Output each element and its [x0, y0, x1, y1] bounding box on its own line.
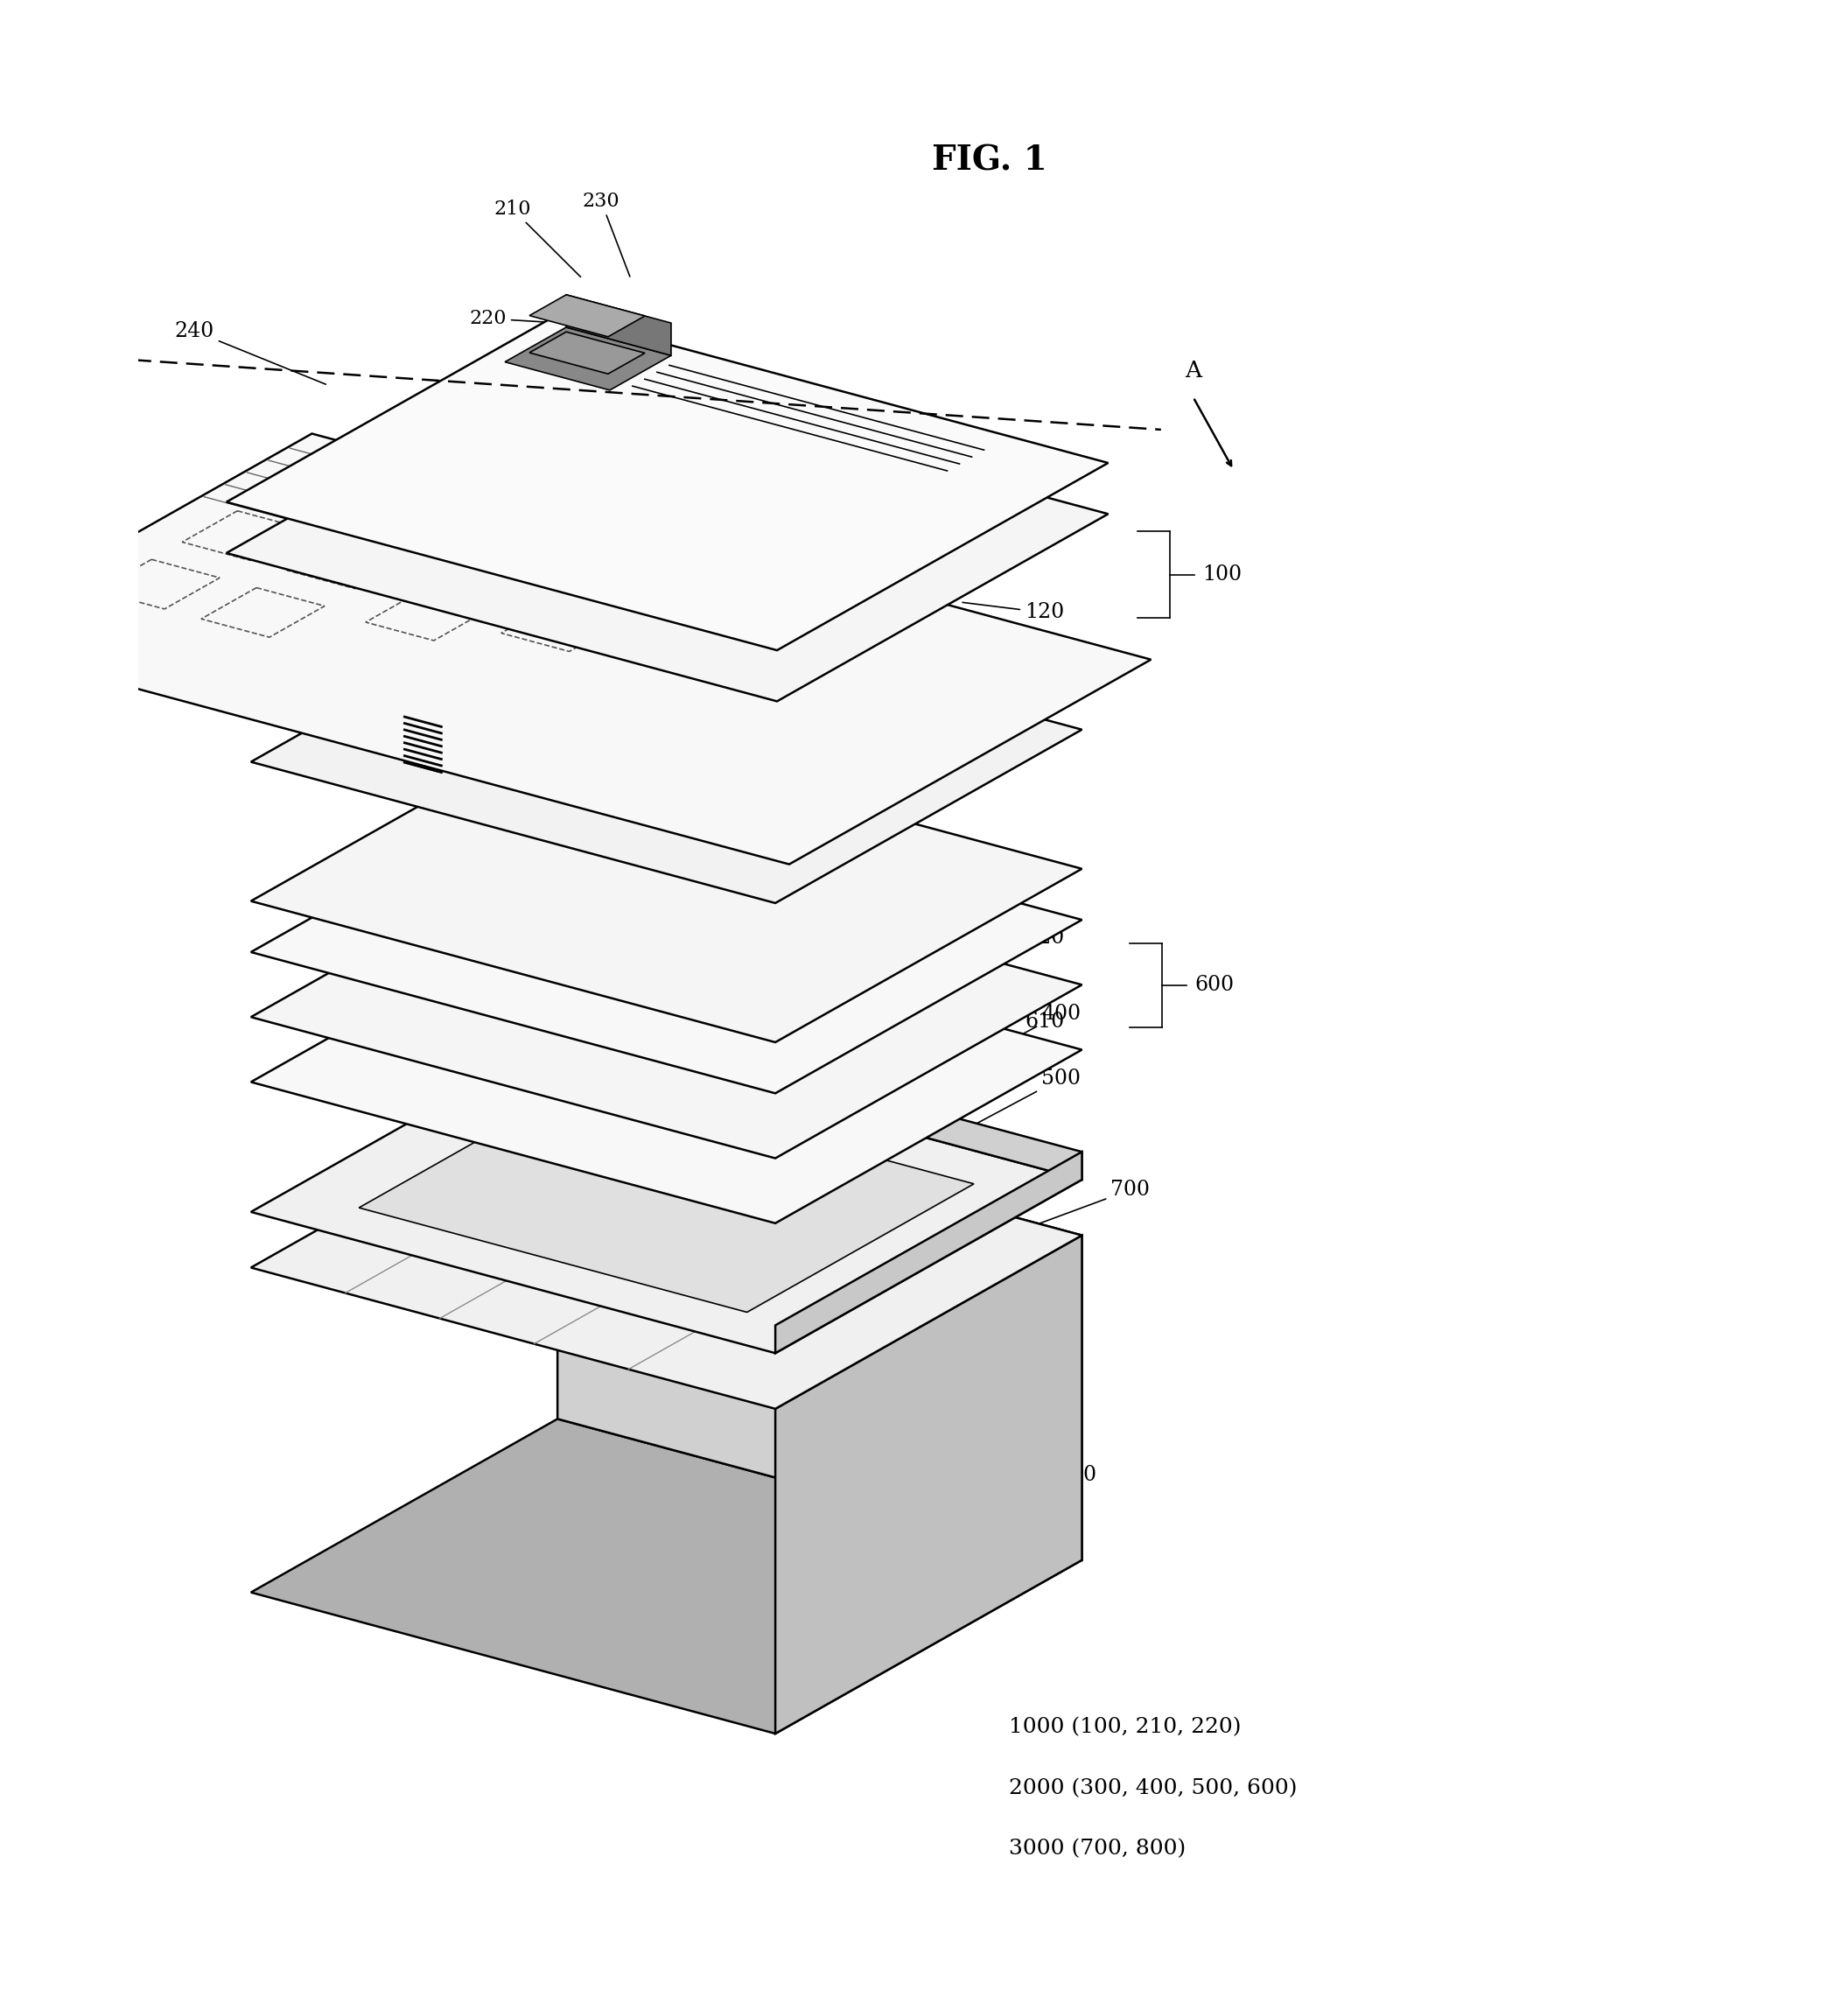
Polygon shape	[505, 328, 671, 389]
Text: A: A	[1185, 359, 1201, 381]
Text: FIG. 1: FIG. 1	[931, 144, 1048, 178]
Text: 320: 320	[331, 639, 368, 659]
Polygon shape	[444, 557, 650, 639]
Polygon shape	[227, 316, 1109, 651]
Text: 620: 620	[946, 929, 1064, 959]
Text: 120: 120	[963, 603, 1064, 623]
Polygon shape	[251, 779, 1081, 1092]
Text: 400: 400	[946, 1004, 1081, 1074]
Polygon shape	[0, 433, 1151, 865]
Polygon shape	[251, 1038, 1081, 1354]
Text: 500: 500	[946, 1068, 1081, 1140]
Text: 300: 300	[281, 561, 322, 581]
Text: 700: 700	[1007, 1180, 1149, 1234]
Text: 110: 110	[963, 515, 1064, 551]
Polygon shape	[529, 296, 645, 337]
Text: 3000 (700, 800): 3000 (700, 800)	[1009, 1839, 1186, 1859]
Polygon shape	[558, 1094, 1081, 1560]
Text: 310: 310	[331, 549, 368, 569]
Text: 210: 210	[493, 200, 580, 278]
Polygon shape	[534, 529, 650, 587]
Polygon shape	[444, 607, 650, 691]
Text: 2000 (300, 400, 500, 600): 2000 (300, 400, 500, 600)	[1009, 1777, 1297, 1797]
Text: 240: 240	[176, 322, 325, 383]
Polygon shape	[529, 332, 645, 373]
Polygon shape	[359, 1078, 974, 1312]
Polygon shape	[251, 589, 1081, 903]
Polygon shape	[251, 843, 1081, 1158]
Text: 250: 250	[397, 447, 460, 559]
Text: 800: 800	[946, 1466, 1098, 1488]
Polygon shape	[251, 1094, 1081, 1408]
Polygon shape	[251, 727, 1081, 1042]
Text: 100: 100	[1203, 565, 1242, 585]
Text: 1000 (100, 210, 220): 1000 (100, 210, 220)	[1009, 1717, 1242, 1737]
Polygon shape	[776, 1236, 1081, 1733]
Polygon shape	[251, 909, 1081, 1224]
Polygon shape	[227, 365, 1109, 701]
Text: 220: 220	[469, 310, 571, 328]
Polygon shape	[776, 1152, 1081, 1354]
Polygon shape	[534, 579, 650, 639]
Polygon shape	[558, 1010, 1081, 1180]
Polygon shape	[565, 296, 671, 355]
Text: 610: 610	[946, 1010, 1064, 1030]
Text: 600: 600	[1194, 975, 1234, 995]
Text: 230: 230	[582, 192, 630, 276]
Polygon shape	[251, 1420, 1081, 1733]
